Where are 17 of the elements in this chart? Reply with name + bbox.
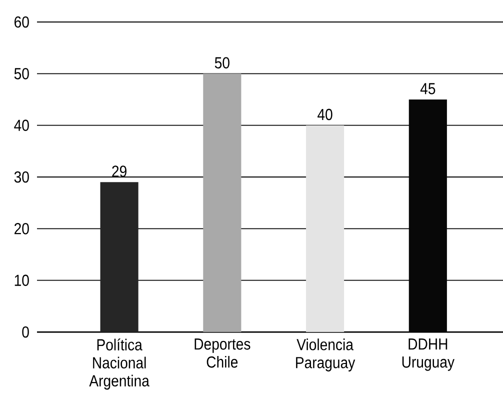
- x-tick-label: Violencia Paraguay: [296, 338, 356, 372]
- bar: [100, 182, 138, 332]
- bar: [203, 74, 242, 332]
- x-tick-label: DDHH Uruguay: [402, 338, 454, 371]
- y-tick-label: 20: [14, 223, 29, 234]
- y-tick-label: 10: [14, 274, 29, 286]
- y-tick-label: 30: [14, 171, 29, 183]
- data-label: 50: [214, 57, 230, 68]
- y-tick-label: 40: [14, 120, 29, 131]
- data-label: 45: [420, 83, 436, 94]
- y-tick-label: 60: [14, 16, 29, 28]
- x-tick-label: Política Nacional Argentina: [89, 338, 150, 390]
- y-tick-label: 0: [22, 326, 29, 338]
- bar: [306, 125, 344, 332]
- y-tick-label: 50: [14, 68, 29, 80]
- data-label: 40: [318, 108, 332, 120]
- x-tick-label: Deportes Chile: [194, 338, 250, 368]
